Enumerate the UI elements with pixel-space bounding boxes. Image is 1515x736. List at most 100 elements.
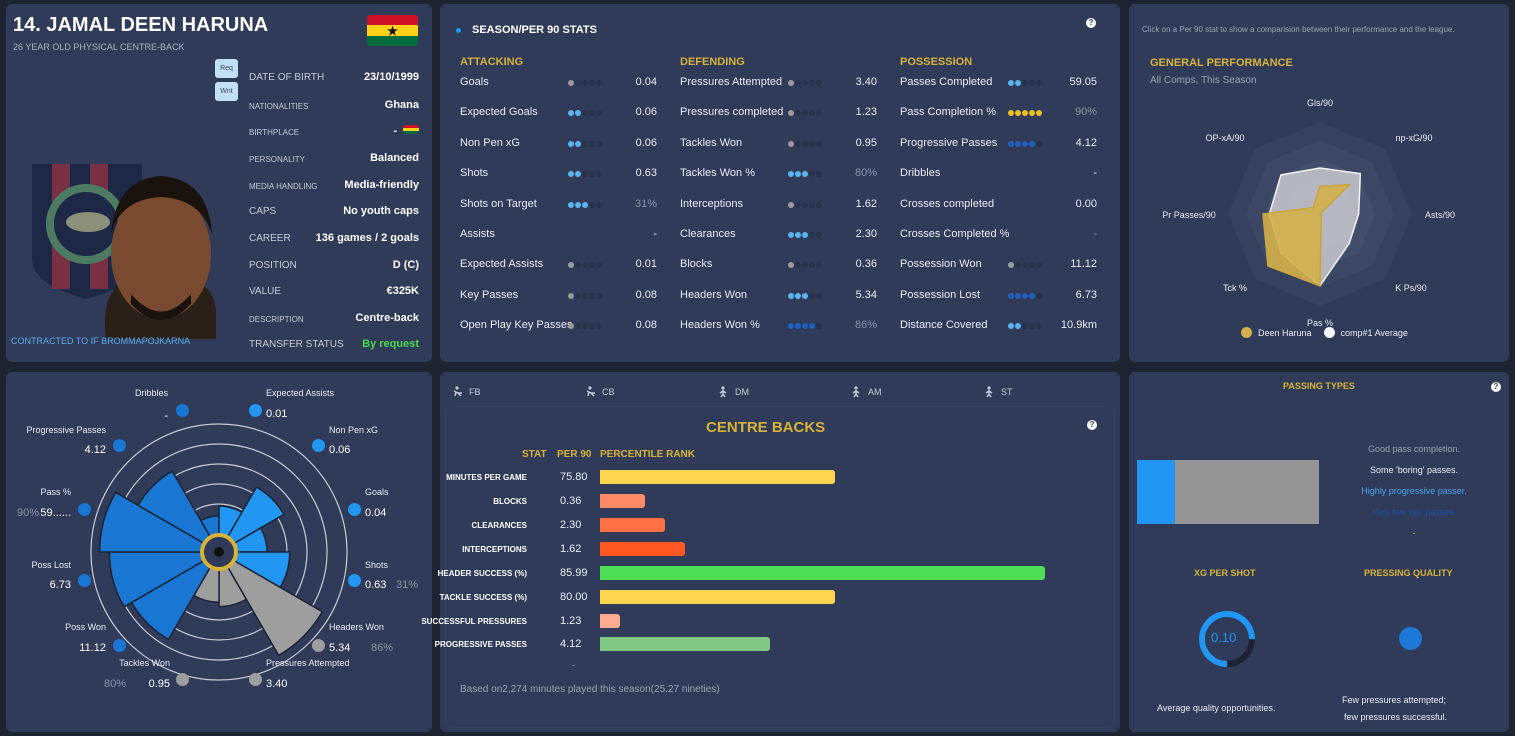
footer-note: Based on2,274 minutes played this season… (460, 684, 720, 695)
polar-stat-value: 0.01 (266, 408, 288, 420)
polar-stat-label: Progressive Passes (26, 425, 106, 435)
radar-axis-label: OP-xA/90 (1205, 133, 1244, 143)
rating-dot (1008, 110, 1014, 117)
general-performance-subtitle: All Comps, This Season (1150, 75, 1257, 86)
polar-stat-dot[interactable] (113, 439, 126, 452)
stat-name: Headers Won % (680, 319, 760, 332)
stat-row[interactable]: Clearances 2.30 (680, 226, 880, 244)
rating-dots (568, 110, 602, 117)
polar-stat-label: Pressures Attempted (266, 658, 350, 668)
polar-wedge[interactable] (218, 486, 285, 553)
polar-stat-dot[interactable] (348, 574, 361, 587)
polar-stat-value: 59...... (40, 507, 71, 519)
request-button[interactable]: Req (215, 59, 238, 78)
stat-row[interactable]: Pass Completion % 90% (900, 104, 1100, 122)
passing-note: Very few key passes. (1371, 507, 1457, 517)
polar-stat-dot[interactable] (78, 503, 91, 516)
info-label: MEDIA HANDLING (249, 182, 318, 191)
stat-row[interactable]: Progressive Passes 4.12 (900, 135, 1100, 153)
stat-row[interactable]: Expected Goals 0.06 (460, 104, 660, 122)
help-icon[interactable]: ? (1086, 18, 1096, 28)
polar-wedge[interactable] (98, 491, 220, 553)
polar-stat-dot[interactable] (249, 673, 262, 686)
stat-row[interactable]: Interceptions 1.62 (680, 196, 880, 214)
tab-cb[interactable]: CB (585, 386, 615, 398)
polar-stat-dot[interactable] (312, 439, 325, 452)
tab-label: AM (868, 387, 882, 397)
stat-label: BLOCKS (493, 497, 527, 506)
legend-swatch-player (1241, 327, 1252, 338)
polar-stat-dot[interactable] (348, 503, 361, 516)
rating-dot (802, 262, 808, 269)
stat-row[interactable]: Pressures Attempted 3.40 (680, 74, 880, 92)
polar-stat-value: 5.34 (329, 642, 351, 654)
stat-row[interactable]: Possession Won 11.12 (900, 256, 1100, 274)
stat-row[interactable]: Shots 0.63 (460, 165, 660, 183)
polar-stat-dot[interactable] (312, 639, 325, 652)
per90-value: 2.30 (560, 519, 582, 531)
stat-row[interactable]: Possession Lost 6.73 (900, 287, 1100, 305)
stat-row[interactable]: Tackles Won % 80% (680, 165, 880, 183)
stat-row[interactable]: Tackles Won 0.95 (680, 135, 880, 153)
stat-row[interactable]: Assists - (460, 226, 660, 244)
stat-value: 0.95 (855, 136, 877, 149)
stat-name: Shots on Target (460, 197, 537, 210)
info-row: CAPS No youth caps (249, 200, 419, 220)
stat-row[interactable]: Open Play Key Passes 0.08 (460, 317, 660, 335)
want-button[interactable]: Wnt (215, 82, 238, 101)
rating-dot (788, 323, 794, 330)
stat-row[interactable]: Headers Won % 86% (680, 317, 880, 335)
stat-row[interactable]: Crosses Completed % - (900, 226, 1100, 244)
help-icon[interactable]: ? (1087, 420, 1097, 430)
polar-stat-dot[interactable] (176, 404, 189, 417)
polar-stat-dot[interactable] (113, 639, 126, 652)
tab-am[interactable]: AM (851, 386, 882, 398)
help-icon[interactable]: ? (1491, 382, 1501, 392)
tab-dm[interactable]: DM (718, 386, 749, 398)
polar-ring (90, 423, 348, 681)
polar-wedge[interactable] (218, 551, 324, 657)
rating-dot (582, 80, 588, 86)
polar-stat-dot[interactable] (176, 673, 189, 686)
stat-row[interactable]: Expected Assists 0.01 (460, 256, 660, 274)
polar-stat-dot[interactable] (249, 404, 262, 417)
percentile-row: TACKLE SUCCESS (%) 80.00 (440, 590, 1100, 606)
rating-dot (1029, 140, 1035, 147)
stat-row[interactable]: Dribbles - (900, 165, 1100, 183)
rating-dots (1008, 80, 1042, 86)
pressing-quality-title: PRESSING QUALITY (1364, 568, 1453, 578)
xg-value: 0.10 (1211, 630, 1237, 645)
rating-dot (596, 292, 602, 299)
rating-dots (568, 262, 602, 269)
radar-axis-label: Pas % (1307, 318, 1333, 328)
tab-fb[interactable]: FB (452, 386, 481, 398)
stat-value: 0.08 (635, 319, 657, 332)
dash-text: - (572, 660, 575, 670)
stat-row[interactable]: Shots on Target 31% (460, 196, 660, 214)
polar-wedge[interactable] (137, 470, 220, 553)
rating-dot (1036, 323, 1042, 330)
player-subtitle: 26 YEAR OLD PHYSICAL CENTRE-BACK (13, 42, 185, 52)
rating-dot (589, 323, 595, 330)
info-value: - (393, 125, 397, 137)
stat-row[interactable]: Key Passes 0.08 (460, 287, 660, 305)
stat-row[interactable]: Crosses completed 0.00 (900, 196, 1100, 214)
question-icon[interactable] (214, 547, 224, 557)
info-value: 136 games / 2 goals (315, 232, 419, 244)
polar-stat-dot[interactable] (78, 574, 91, 587)
rating-dots (1008, 262, 1042, 269)
stat-row[interactable]: Passes Completed 59.05 (900, 74, 1100, 92)
stat-row[interactable]: Goals 0.04 (460, 74, 660, 92)
stat-row[interactable]: Headers Won 5.34 (680, 287, 880, 305)
tab-st[interactable]: ST (984, 386, 1013, 398)
info-row: VALUE €325K (249, 280, 419, 300)
rating-dot (589, 171, 595, 178)
stat-row[interactable]: Blocks 0.36 (680, 256, 880, 274)
stat-row[interactable]: Non Pen xG 0.06 (460, 135, 660, 153)
stat-name: Distance Covered (900, 319, 988, 332)
rating-dot (575, 171, 581, 178)
rating-dot (809, 140, 815, 147)
contract-club-link[interactable]: CONTRACTED TO IF BROMMAPOJKARNA (11, 336, 191, 346)
stat-row[interactable]: Distance Covered 10.9km (900, 317, 1100, 335)
stat-row[interactable]: Pressures completed 1.23 (680, 104, 880, 122)
